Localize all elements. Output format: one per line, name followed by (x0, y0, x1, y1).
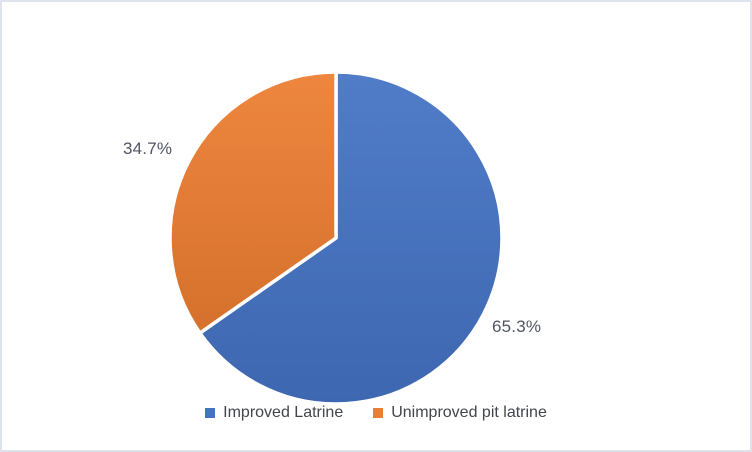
data-label-unimproved: 34.7% (123, 139, 173, 158)
legend-item-improved: Improved Latrine (205, 404, 343, 422)
pie-slice-unimproved (168, 70, 338, 335)
legend-item-unimproved: Unimproved pit latrine (373, 404, 547, 422)
legend-marker-unimproved-icon (373, 408, 384, 418)
legend-label-unimproved: Unimproved pit latrine (391, 404, 547, 421)
data-label-improved: 65.3% (492, 317, 542, 336)
legend-marker-improved-icon (205, 408, 216, 418)
legend-label-improved: Improved Latrine (223, 404, 344, 421)
pie-slice-improved (198, 70, 504, 406)
legend: Improved Latrine Unimproved pit latrine (2, 404, 750, 422)
